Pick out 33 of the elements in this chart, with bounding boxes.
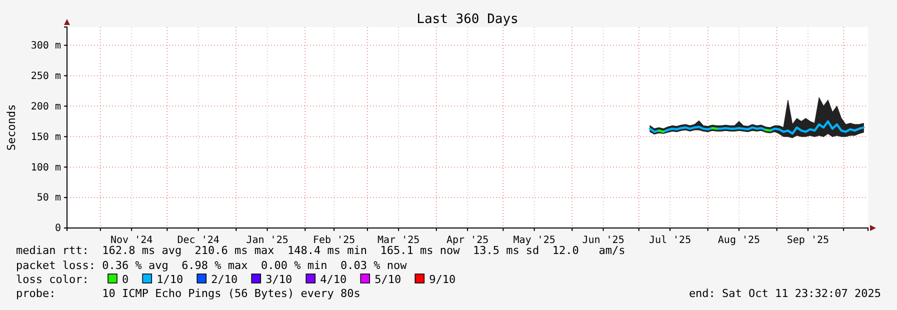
legend-label: 3/10 (266, 273, 292, 286)
x-tick-label: Sep '25 (786, 235, 830, 246)
y-tick-label: 250 m (30, 70, 61, 82)
x-tick-label: Nov '24 (110, 235, 153, 246)
x-tick-label: Mar '25 (377, 235, 420, 246)
x-tick-label: Aug '25 (718, 235, 760, 246)
x-tick-label: Jul '25 (648, 235, 692, 246)
legend-title: loss color: (16, 273, 89, 286)
legend-label: 0 (122, 273, 129, 286)
legend-label: 9/10 (429, 273, 456, 286)
x-tick-label: Jan '25 (246, 235, 288, 246)
x-tick-label: May '25 (513, 235, 556, 246)
y-tick-label: 300 m (30, 40, 61, 52)
legend-label: 4/10 (320, 273, 347, 286)
legend-label: 5/10 (374, 273, 402, 286)
y-tick-label: 200 m (30, 101, 61, 112)
text: probe: 10 ICMP Echo Pings (56 Bytes) every 80s (16, 287, 360, 300)
y-tick-label: 50 m (36, 192, 61, 204)
text: packet loss: 0.36 % avg 6.98 % max 0.00 % min 0.03 % now (16, 259, 408, 272)
line-series (648, 120, 865, 135)
y-tick-label: 0 (54, 223, 61, 234)
x-tick-label: Dec '24 (177, 235, 220, 246)
text: median rtt: 162.8 ms avg 210.6 ms max 148.4 ms min 165.1 ms now 13.5 ms sd 12.0 am/s (16, 244, 626, 257)
text: end: Sat Oct 11 23:32:07 2025 (688, 287, 881, 300)
y-tick-label: 150 m (30, 132, 61, 143)
x-tick-label: Jun '25 (582, 235, 624, 246)
y-axis-title: Seconds (5, 104, 18, 151)
y-tick-label: 100 m (30, 162, 61, 174)
legend-label: 2/10 (211, 273, 238, 286)
legend-label: 1/10 (156, 273, 184, 286)
x-tick-label: Feb '25 (312, 235, 356, 246)
x-tick-label: Apr '25 (446, 235, 489, 246)
chart-title: Last 360 Days (416, 12, 518, 27)
